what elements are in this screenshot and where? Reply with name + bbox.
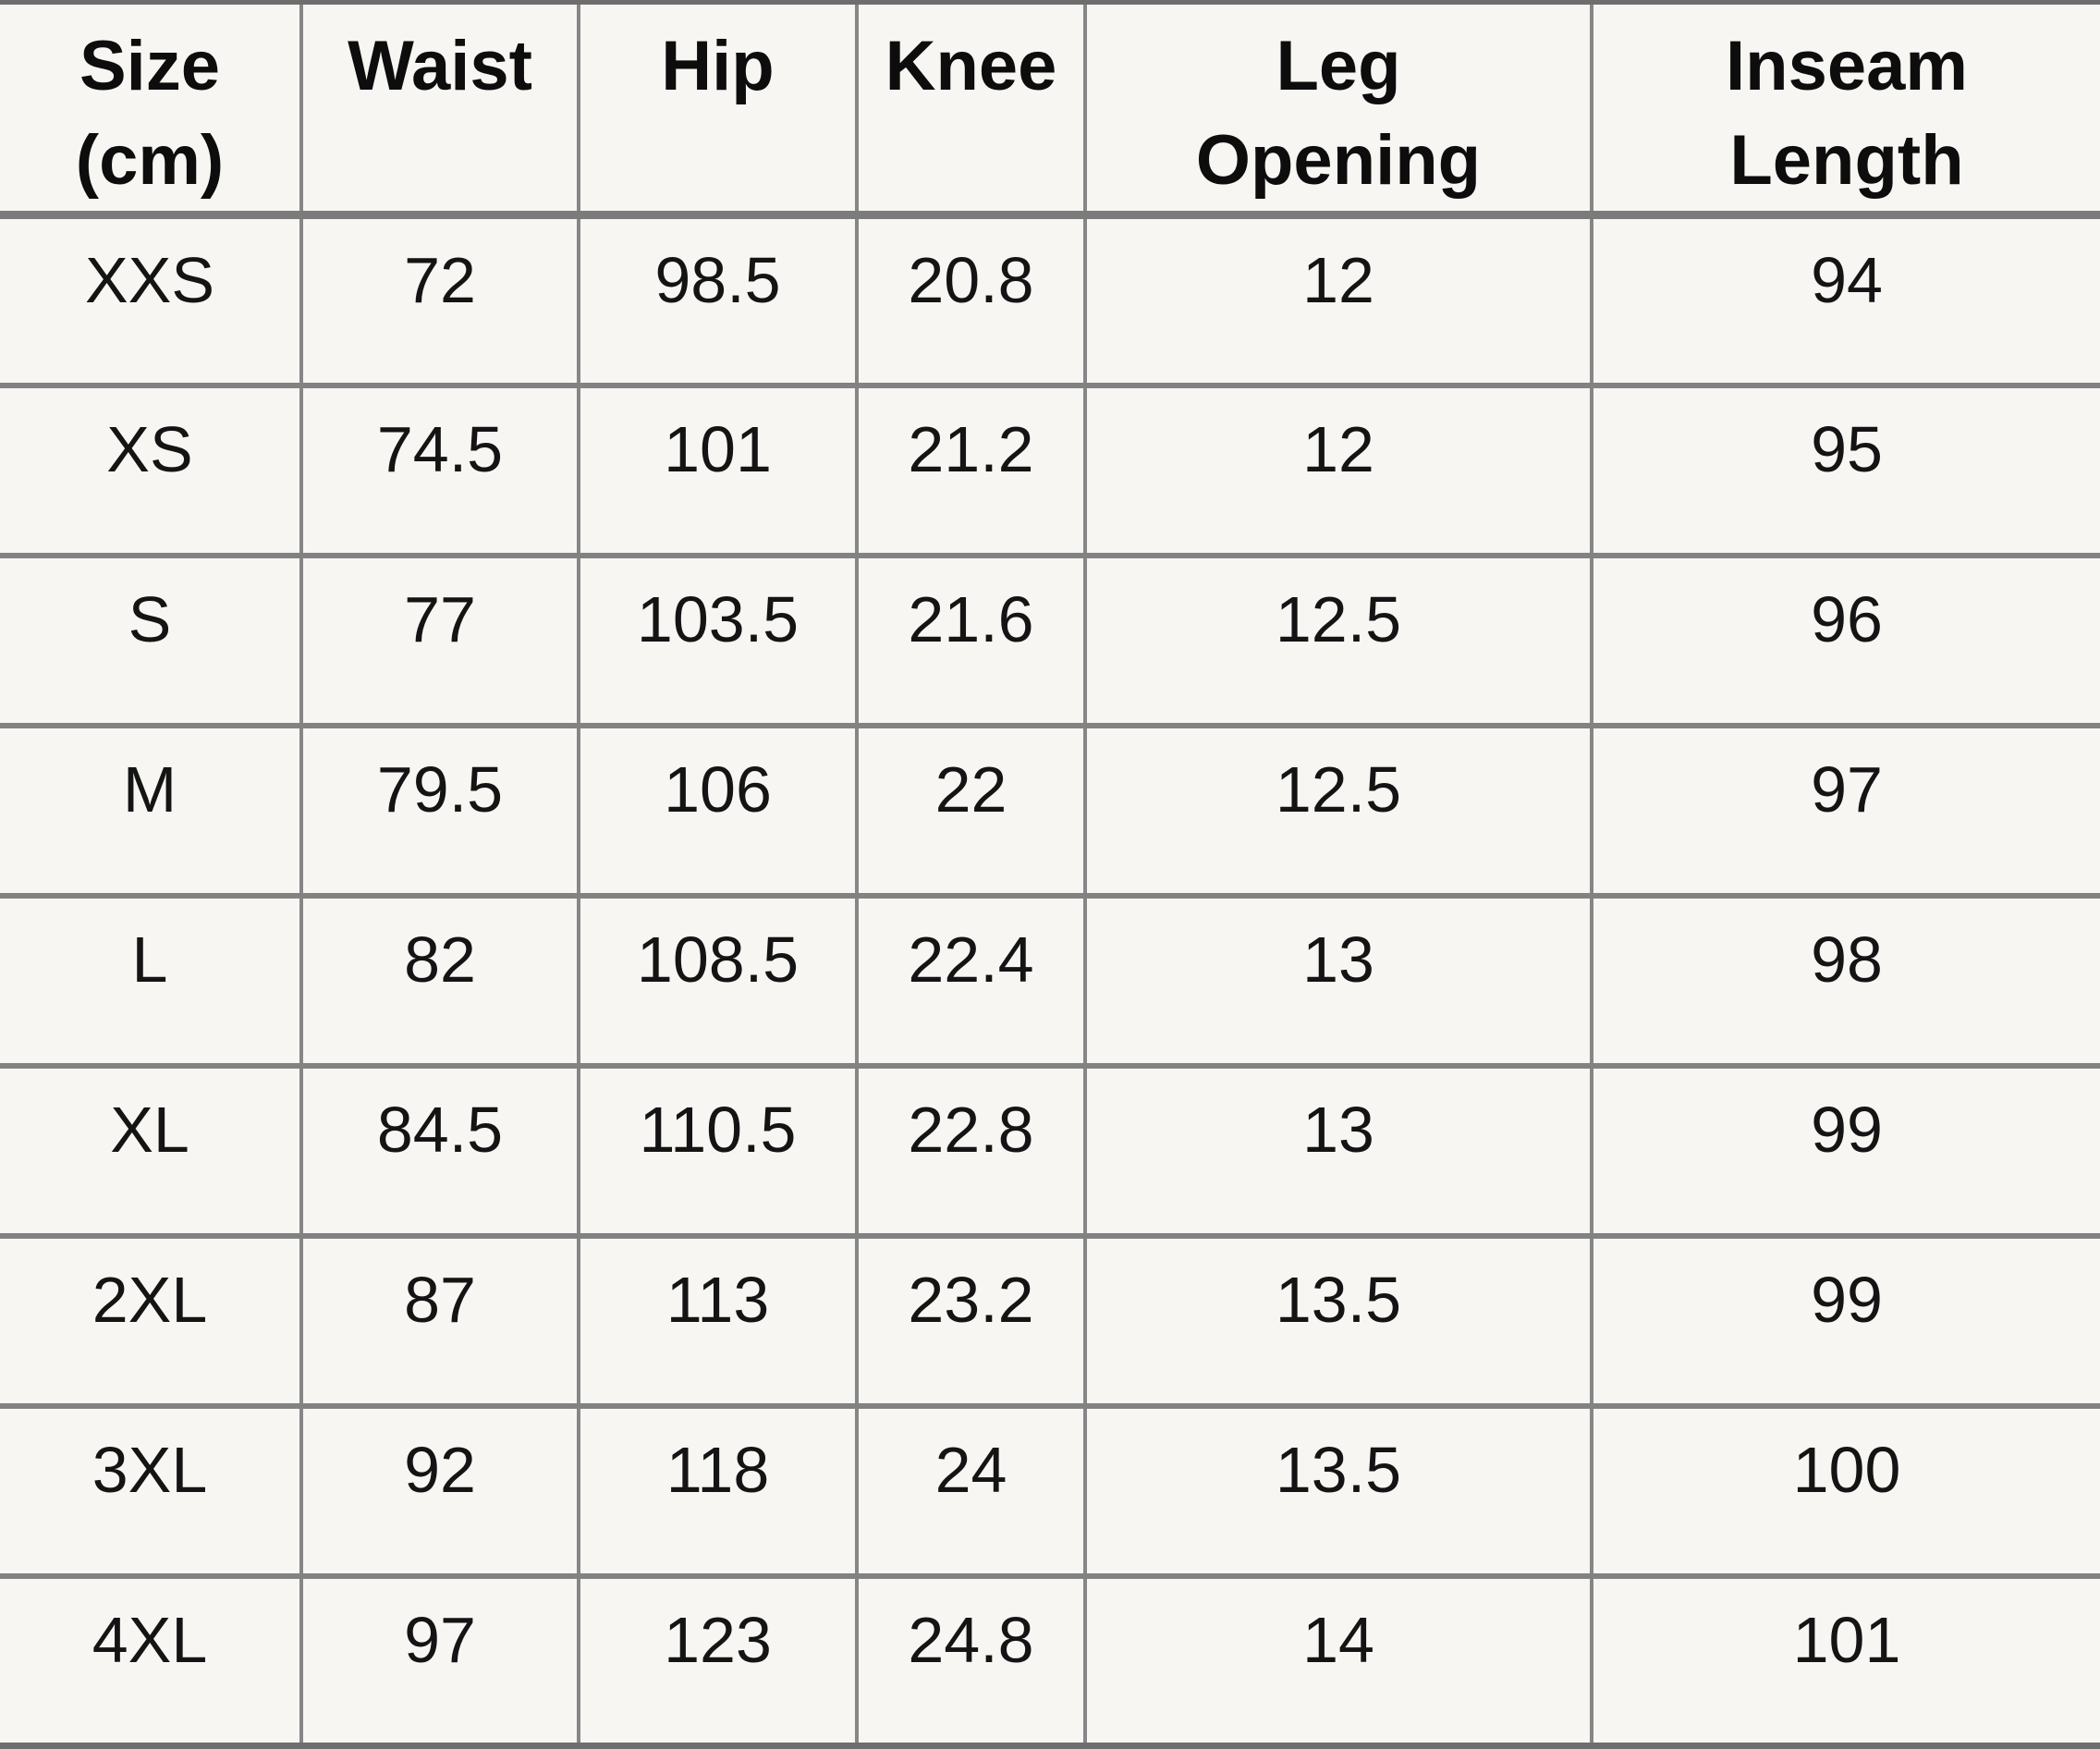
- cell-size: L: [131, 923, 168, 996]
- header-line: Size: [79, 27, 221, 105]
- table-row-xl: XL 84.5 110.5 22.8 13 99: [0, 1065, 2100, 1236]
- cell-leg-opening: 14: [1083, 1575, 1592, 1746]
- cell-size: S: [128, 582, 172, 655]
- cell-waist: 82: [299, 895, 579, 1066]
- cell-leg-opening: 13: [1083, 1065, 1592, 1236]
- cell-knee: 21.6: [855, 555, 1085, 726]
- cell-size: 3XL: [92, 1433, 208, 1506]
- cell-inseam-length: 101: [1590, 1575, 2100, 1746]
- cell-hip: 110.5: [577, 1065, 857, 1236]
- table-row-s: S 77 103.5 21.6 12.5 96: [0, 555, 2100, 726]
- cell-hip: 106: [577, 725, 857, 896]
- cell-knee: 22.4: [855, 895, 1085, 1066]
- cell-waist: 72: [299, 214, 579, 385]
- column-header-size: Size (cm): [0, 3, 301, 215]
- cell-size: 4XL: [92, 1603, 208, 1676]
- cell-waist: 74.5: [299, 385, 579, 556]
- cell-waist: 92: [299, 1405, 579, 1576]
- table-row-l: L 82 108.5 22.4 13 98: [0, 895, 2100, 1066]
- column-header-inseam-length: Inseam Length: [1590, 2, 2100, 215]
- header-line: Knee: [885, 27, 1057, 105]
- table-row-3xl: 3XL 92 118 24 13.5 100: [0, 1405, 2100, 1576]
- cell-leg-opening: 13.5: [1083, 1235, 1592, 1406]
- cell-hip: 108.5: [577, 895, 857, 1066]
- column-header-waist: Waist: [299, 2, 579, 215]
- cell-leg-opening: 13: [1083, 895, 1592, 1066]
- table-row-m: M 79.5 106 22 12.5 97: [0, 725, 2100, 896]
- cell-size: 2XL: [92, 1263, 208, 1336]
- cell-hip: 101: [577, 385, 857, 556]
- cell-leg-opening: 12.5: [1083, 555, 1592, 726]
- column-header-leg-opening: Leg Opening: [1083, 2, 1592, 215]
- cell-leg-opening: 12: [1083, 214, 1592, 385]
- column-header-hip: Hip: [577, 2, 857, 215]
- cell-hip: 98.5: [577, 214, 857, 385]
- cell-hip: 113: [577, 1235, 857, 1406]
- cell-waist: 87: [299, 1235, 579, 1406]
- table-row-xxs: XXS 72 98.5 20.8 12 94: [0, 214, 2100, 385]
- cell-size: M: [122, 752, 177, 826]
- cell-size: XXS: [84, 244, 215, 316]
- table-row-2xl: 2XL 87 113 23.2 13.5 99: [0, 1235, 2100, 1406]
- cell-hip: 103.5: [577, 555, 857, 726]
- cell-knee: 22: [855, 725, 1085, 896]
- header-row: Size (cm) Waist Hip Knee Leg Opening Ins: [0, 2, 2100, 215]
- cell-leg-opening: 13.5: [1083, 1405, 1592, 1576]
- cell-knee: 24: [855, 1405, 1085, 1576]
- header-line: Hip: [661, 27, 775, 105]
- cell-waist: 97: [299, 1575, 579, 1746]
- cell-knee: 20.8: [855, 214, 1085, 385]
- cell-leg-opening: 12.5: [1083, 725, 1592, 896]
- header-line: Length: [1729, 121, 1964, 200]
- header-line: (cm): [75, 121, 225, 200]
- cell-waist: 79.5: [299, 725, 579, 896]
- cell-size: XL: [110, 1093, 189, 1166]
- cell-inseam-length: 98: [1590, 895, 2100, 1066]
- cell-knee: 23.2: [855, 1235, 1085, 1406]
- cell-knee: 22.8: [855, 1065, 1085, 1236]
- cell-waist: 77: [299, 555, 579, 726]
- column-header-knee: Knee: [855, 2, 1085, 215]
- cell-inseam-length: 100: [1590, 1405, 2100, 1576]
- cell-inseam-length: 94: [1590, 214, 2100, 385]
- header-line: Inseam: [1726, 27, 1968, 105]
- cell-size: XS: [106, 412, 193, 485]
- header-line: Waist: [348, 27, 532, 105]
- cell-inseam-length: 99: [1590, 1065, 2100, 1236]
- cell-inseam-length: 99: [1590, 1235, 2100, 1406]
- cell-hip: 123: [577, 1575, 857, 1746]
- header-line: Leg: [1276, 27, 1401, 105]
- cell-inseam-length: 97: [1590, 725, 2100, 896]
- cell-inseam-length: 95: [1590, 385, 2100, 556]
- cell-waist: 84.5: [299, 1065, 579, 1236]
- table-row-xs: XS 74.5 101 21.2 12 95: [0, 385, 2100, 556]
- cell-leg-opening: 12: [1083, 385, 1592, 556]
- cell-knee: 24.8: [855, 1575, 1085, 1746]
- cell-knee: 21.2: [855, 385, 1085, 556]
- header-line: Opening: [1195, 121, 1482, 200]
- cell-hip: 118: [577, 1405, 857, 1576]
- table-row-4xl: 4XL 97 123 24.8 14 101: [0, 1575, 2100, 1746]
- cell-inseam-length: 96: [1590, 555, 2100, 726]
